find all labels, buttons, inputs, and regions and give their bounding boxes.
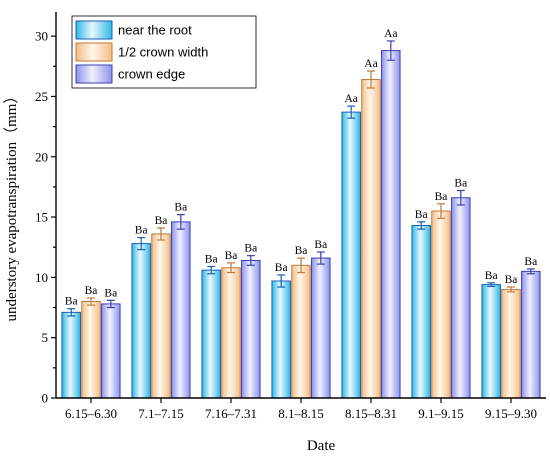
bar-2-2 [151,233,171,399]
legend-label: 1/2 crown width [118,45,208,60]
bar-1-2 [131,243,151,399]
legend-label: near the root [118,23,192,38]
x-tick-label: 9.15–9.30 [485,406,537,421]
bar-1-6 [411,225,431,399]
significance-label: Aa [384,28,397,40]
significance-label: Ba [65,296,78,308]
bar-3-4 [311,257,331,399]
significance-label: Ba [415,209,428,221]
significance-label: Ba [314,239,327,251]
significance-label: Ba [205,254,218,266]
significance-label: Ba [505,274,518,286]
significance-label: Ba [244,243,257,255]
y-tick-label: 30 [35,29,48,44]
bar-2-1 [81,301,101,399]
significance-label: Ba [85,285,98,297]
legend-swatch [75,42,113,62]
bar-2-7 [501,288,521,399]
y-tick-label: 0 [42,391,49,406]
bar-1-3 [201,269,221,399]
bar-1-7 [481,284,501,399]
bar-3-5 [381,50,401,399]
bar-2-6 [431,210,451,399]
bar-3-2 [171,221,191,399]
y-tick-label: 25 [35,89,48,104]
x-axis-title: Date [307,438,336,454]
significance-label: Aa [344,93,357,105]
significance-label: Ba [524,256,537,268]
x-tick-label: 6.15–6.30 [65,406,117,421]
significance-label: Ba [104,287,117,299]
bar-2-3 [221,267,241,399]
y-tick-label: 5 [42,330,49,345]
bar-3-7 [521,270,541,399]
significance-label: Ba [435,191,448,203]
bar-2-4 [291,264,311,399]
legend-swatch [75,20,113,40]
significance-label: Ba [275,262,288,274]
significance-label: Aa [364,58,377,70]
significance-label: Ba [454,178,467,190]
x-tick-label: 7.1–7.15 [138,406,184,421]
y-tick-label: 10 [35,270,48,285]
y-axis-title: understory evapotranspiration（mm） [3,89,20,322]
bar-3-3 [241,259,261,399]
significance-label: Ba [135,225,148,237]
legend-swatch [75,64,113,84]
x-tick-label: 8.15–8.31 [345,406,397,421]
y-tick-label: 15 [35,210,48,225]
y-tick-label: 20 [35,149,48,164]
significance-label: Ba [295,245,308,257]
bar-2-5 [361,79,381,399]
significance-label: Ba [155,215,168,227]
x-tick-label: 9.1–9.15 [418,406,464,421]
legend: near the root 1/2 crown width crown edge [71,15,257,89]
bar-1-5 [341,111,361,399]
bar-3-6 [451,197,471,399]
x-tick-label: 7.16–7.31 [205,406,257,421]
legend-label: crown edge [118,67,185,82]
plot-area: Ba Ba Ba Ba Ba Ba Ba Ba Ba Ba Ba Ba Aa Aa Aa Ba Ba Ba Ba Ba… [61,28,541,399]
x-tick-label: 8.1–8.15 [278,406,324,421]
bar-3-1 [101,303,121,399]
bar-1-1 [61,311,81,399]
significance-label: Ba [485,270,498,282]
significance-label: Ba [174,202,187,214]
bar-1-4 [271,280,291,399]
axes: 0 5 10 15 20 25 30 6.15–6.30 7.1–7.15 7.16–7.31 8.… [3,12,546,454]
significance-label: Ba [225,250,238,262]
